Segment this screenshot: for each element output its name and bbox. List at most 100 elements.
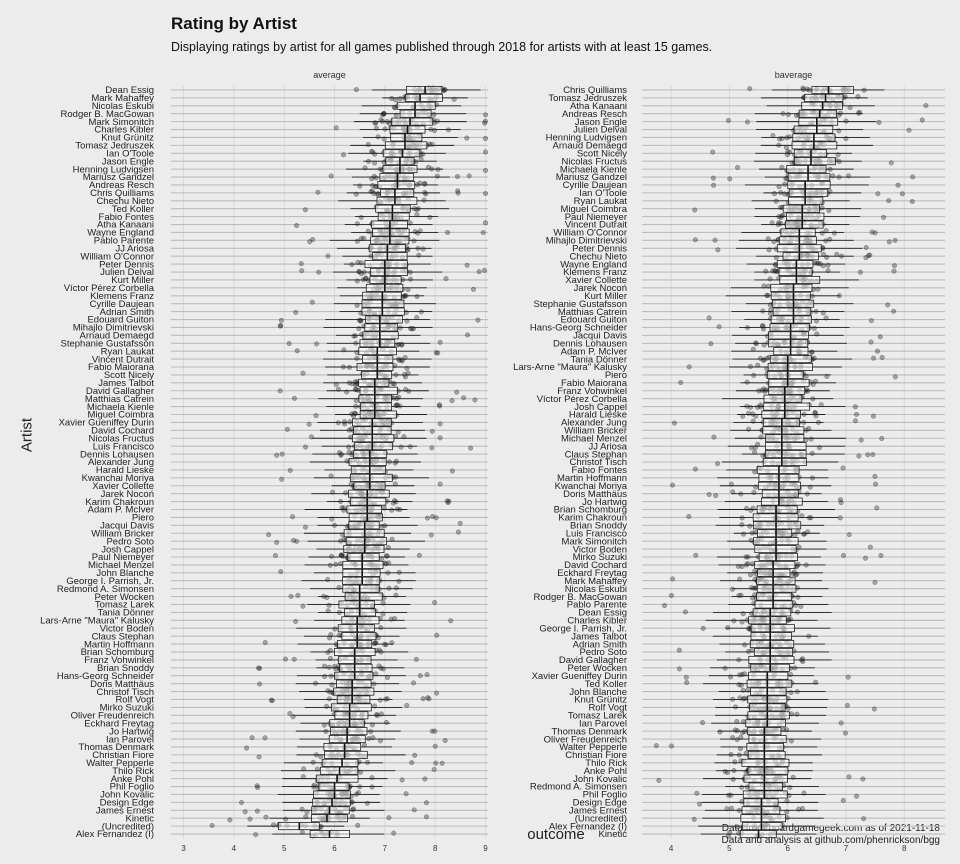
box xyxy=(769,323,810,332)
artist-row xyxy=(350,141,455,150)
data-point xyxy=(340,553,346,559)
box xyxy=(788,188,829,197)
data-point xyxy=(363,275,369,281)
data-point xyxy=(254,783,260,789)
data-point xyxy=(328,173,334,179)
artist-row xyxy=(296,671,430,680)
data-point xyxy=(322,663,328,669)
data-point xyxy=(482,191,488,197)
artist-row xyxy=(337,283,476,293)
artist-label: Vincent Dutrait xyxy=(92,354,154,365)
box xyxy=(752,521,802,530)
data-point xyxy=(369,176,375,182)
data-point xyxy=(712,237,718,243)
data-point xyxy=(324,703,330,709)
artist-row xyxy=(363,156,437,166)
data-point xyxy=(838,500,844,506)
artist-label: Xavier Gueniffey Durin xyxy=(59,418,154,429)
box xyxy=(348,513,383,522)
data-point xyxy=(782,191,788,197)
box xyxy=(761,410,801,419)
data-point xyxy=(370,183,376,189)
box xyxy=(334,671,374,680)
data-point xyxy=(771,191,777,197)
artist-label: Alex Fernandez (I) xyxy=(76,829,154,840)
data-point xyxy=(796,806,802,812)
data-point xyxy=(346,444,352,450)
artist-row xyxy=(325,362,430,372)
data-point xyxy=(711,182,717,188)
data-point xyxy=(413,656,419,662)
data-point xyxy=(293,618,299,624)
data-point xyxy=(287,467,293,473)
artist-label: Jason Engle xyxy=(102,156,154,167)
box xyxy=(778,236,817,245)
artist-label: Wayne England xyxy=(87,228,154,239)
data-point xyxy=(376,647,382,653)
x-tick-label: 3 xyxy=(181,844,186,853)
box xyxy=(348,458,387,466)
data-point xyxy=(209,823,215,829)
artist-label: Josh Cappel xyxy=(101,544,154,555)
box xyxy=(364,260,408,269)
data-point xyxy=(455,188,461,194)
box xyxy=(345,537,388,546)
box xyxy=(747,750,786,759)
artist-row xyxy=(293,307,433,317)
data-point xyxy=(686,364,692,370)
data-point xyxy=(339,505,345,511)
data-point xyxy=(429,428,435,434)
artist-row xyxy=(325,251,433,261)
artist-row xyxy=(294,346,441,356)
box xyxy=(376,196,418,205)
box xyxy=(766,370,804,379)
data-point xyxy=(277,388,283,394)
artist-row xyxy=(719,734,822,744)
data-point xyxy=(750,411,756,417)
artist-label: Andreas Resch xyxy=(89,180,154,191)
artist-row xyxy=(353,117,488,127)
data-point xyxy=(872,473,878,479)
artist-row xyxy=(739,402,858,412)
data-point xyxy=(856,453,862,459)
box xyxy=(764,450,807,459)
data-point xyxy=(422,180,428,186)
data-point xyxy=(684,680,690,686)
box xyxy=(750,624,795,633)
artist-row xyxy=(306,417,443,427)
data-point xyxy=(480,230,486,236)
data-point xyxy=(715,461,721,467)
data-point xyxy=(274,452,280,458)
box xyxy=(768,331,809,340)
data-point xyxy=(434,690,440,696)
data-point xyxy=(329,516,335,522)
data-point xyxy=(257,665,263,671)
data-point xyxy=(332,626,338,632)
data-point xyxy=(779,213,785,219)
data-point xyxy=(466,173,472,179)
artist-row xyxy=(304,702,410,712)
data-point xyxy=(910,174,916,180)
box xyxy=(770,315,813,324)
artist-label: Lars-Arne "Maura" Kalusky xyxy=(40,616,154,627)
artist-label: Doris Matthäus xyxy=(90,679,154,690)
artist-row xyxy=(307,235,440,245)
data-point xyxy=(371,173,377,179)
data-point xyxy=(420,696,426,702)
artist-label: Adrian Smith xyxy=(100,307,154,318)
artist-label: Martin Hoffmann xyxy=(84,639,154,650)
artist-row xyxy=(730,426,832,435)
box xyxy=(786,212,825,221)
data-point xyxy=(339,552,345,558)
artist-label: James Talbot xyxy=(98,378,154,389)
box xyxy=(787,180,831,189)
data-point xyxy=(278,317,284,323)
box xyxy=(334,711,369,720)
data-point xyxy=(432,728,438,734)
data-point xyxy=(919,117,925,123)
data-point xyxy=(344,458,350,464)
box xyxy=(341,616,380,625)
data-point xyxy=(842,730,848,736)
artist-row xyxy=(331,481,443,491)
